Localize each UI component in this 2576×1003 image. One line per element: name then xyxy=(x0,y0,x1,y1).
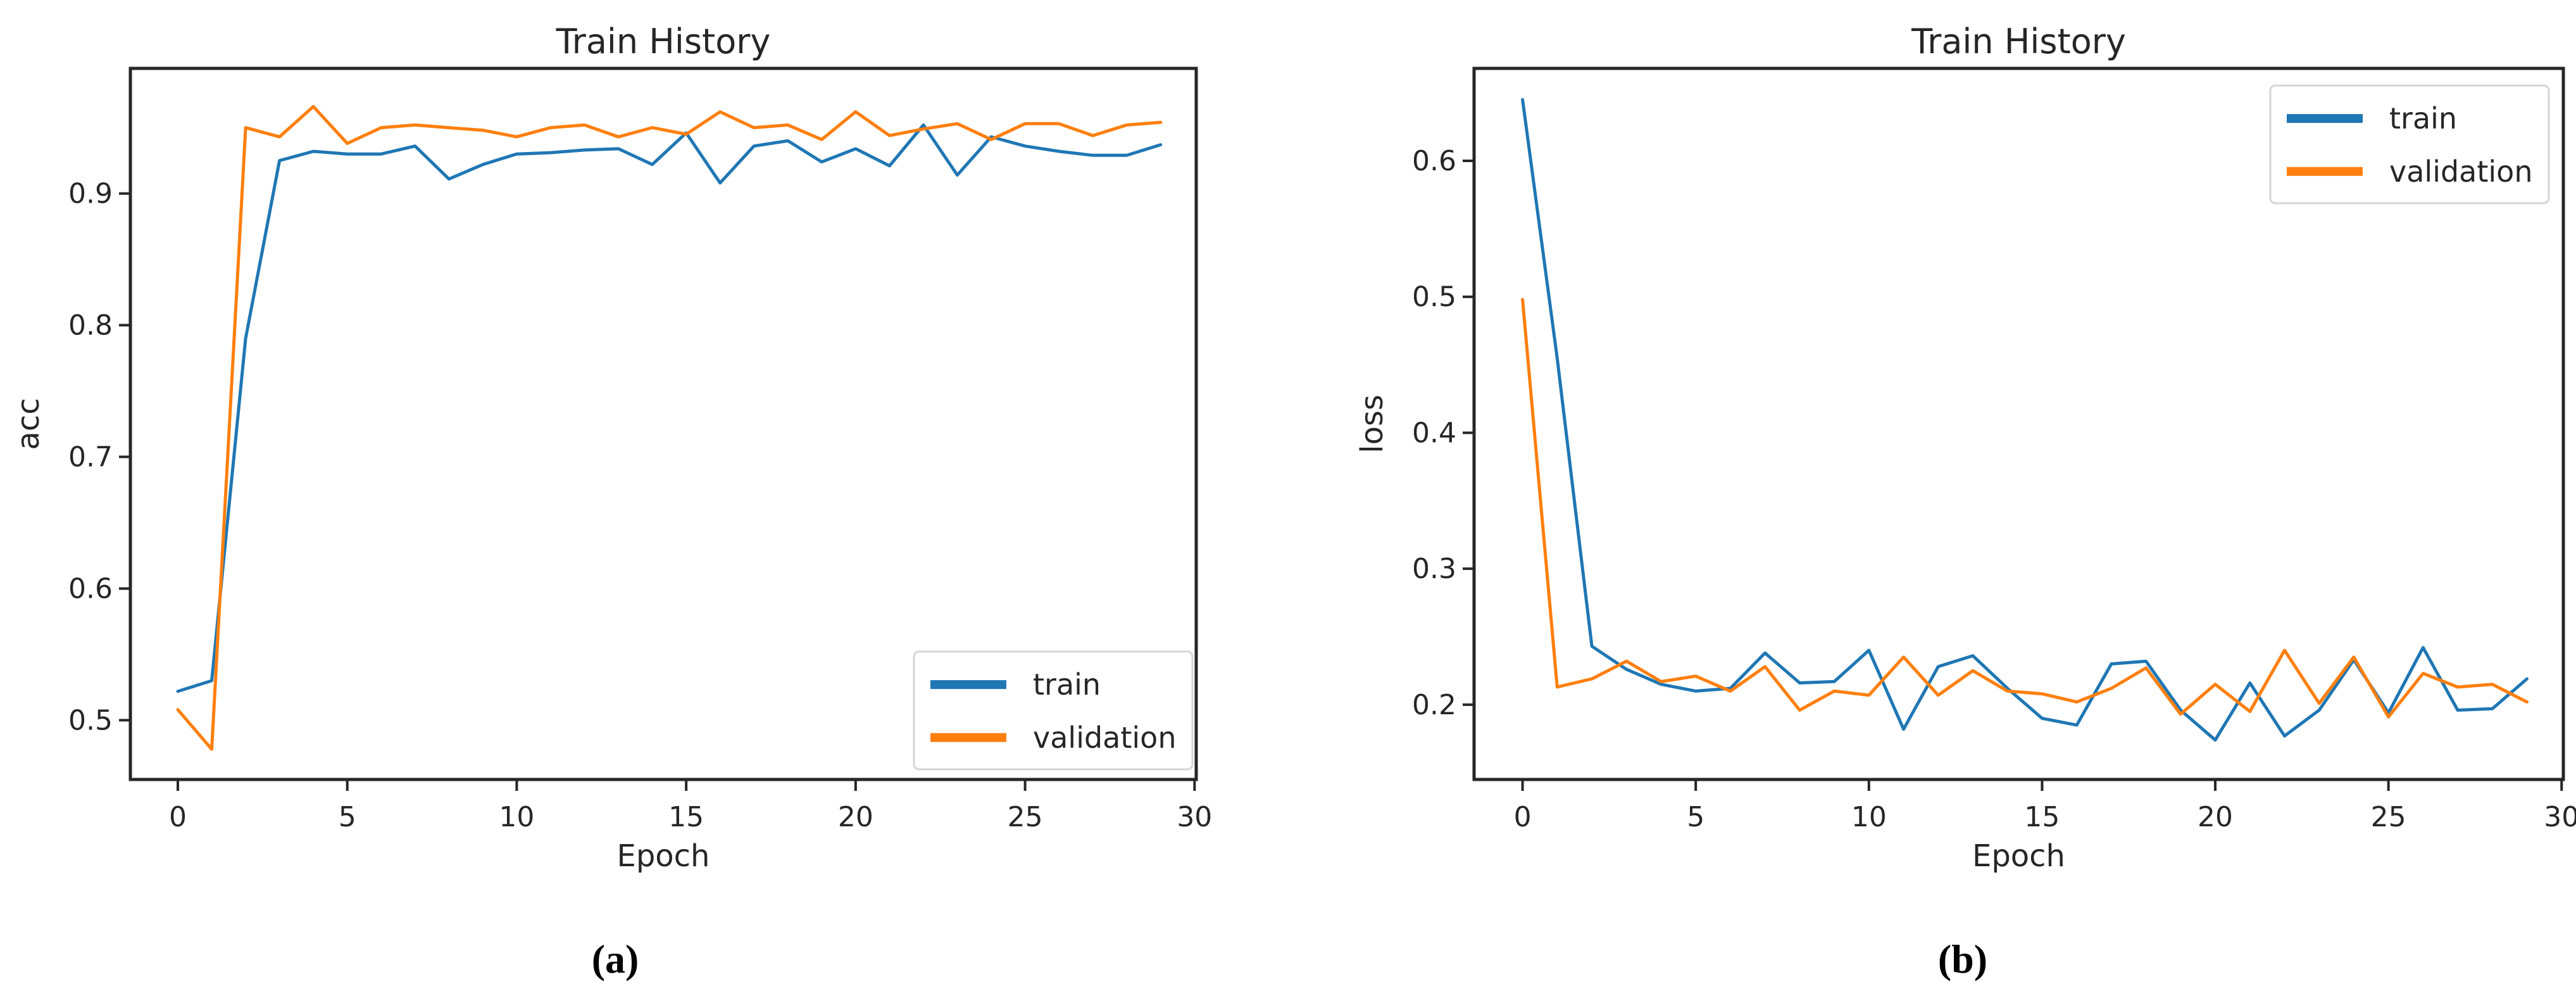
x-tick-label: 30 xyxy=(2544,801,2576,833)
plot-border xyxy=(1472,66,2565,781)
x-tick-label: 30 xyxy=(1177,801,1212,833)
legend-label-train: train xyxy=(1033,667,1101,702)
chart-b-axes: 0 5 10 15 20 25 30 0.2 0.3 0.4 0.5 0.6 train validati… xyxy=(1412,66,2576,833)
chart-a: Train History Epoch acc 0 5 10 15 20 25 300.50… xyxy=(11,22,1212,874)
chart-b-ylabel: loss xyxy=(1354,394,1390,453)
x-tick-label: 10 xyxy=(1851,801,1887,833)
legend-label-validation: validation xyxy=(1033,721,1176,755)
x-tick-label: 0 xyxy=(169,801,187,833)
validation-line xyxy=(1521,298,2529,719)
x-tick-label: 20 xyxy=(2198,801,2233,833)
x-tick-label: 20 xyxy=(838,801,873,833)
y-tick-label: 0.4 xyxy=(1412,417,1456,449)
x-tick-label: 15 xyxy=(668,801,704,833)
y-tick-label: 0.9 xyxy=(68,178,113,210)
y-tick-label: 0.6 xyxy=(68,572,113,605)
y-tick-label: 0.5 xyxy=(1412,281,1456,313)
train-line xyxy=(176,123,1163,693)
caption-b: (b) xyxy=(1937,937,1988,981)
x-tick-label: 15 xyxy=(2024,801,2060,833)
chart-a-ylabel: acc xyxy=(11,398,46,450)
x-tick-label: 25 xyxy=(1008,801,1043,833)
chart-b-xlabel: Epoch xyxy=(1972,838,2065,874)
y-tick-label: 0.6 xyxy=(1412,145,1456,177)
legend-label-validation: validation xyxy=(2389,155,2532,189)
caption-a: (a) xyxy=(591,937,639,981)
x-tick-label: 5 xyxy=(339,801,356,833)
chart-b-title: Train History xyxy=(1911,22,2126,61)
y-tick-label: 0.8 xyxy=(68,310,113,342)
y-tick-label: 0.3 xyxy=(1412,553,1456,585)
chart-a-axes: 0 5 10 15 20 25 30 0.5 0.6 0.7 0.8 0.9 train validati… xyxy=(68,66,1212,833)
y-tick-label: 0.5 xyxy=(68,704,113,736)
x-tick-label: 25 xyxy=(2371,801,2406,833)
chart-a-title: Train History xyxy=(556,22,771,61)
legend-label-train: train xyxy=(2389,101,2457,136)
y-tick-label: 0.7 xyxy=(68,441,113,473)
y-tick-label: 0.2 xyxy=(1412,689,1456,721)
x-tick-label: 10 xyxy=(499,801,534,833)
plot-border xyxy=(128,66,1198,781)
x-tick-label: 5 xyxy=(1687,801,1704,833)
validation-line xyxy=(176,104,1163,751)
x-tick-label: 0 xyxy=(1514,801,1532,833)
chart-a-xlabel: Epoch xyxy=(617,838,710,874)
chart-b: Train History Epoch loss 0 5 10 15 20 25 30 0.2… xyxy=(1354,22,2576,874)
